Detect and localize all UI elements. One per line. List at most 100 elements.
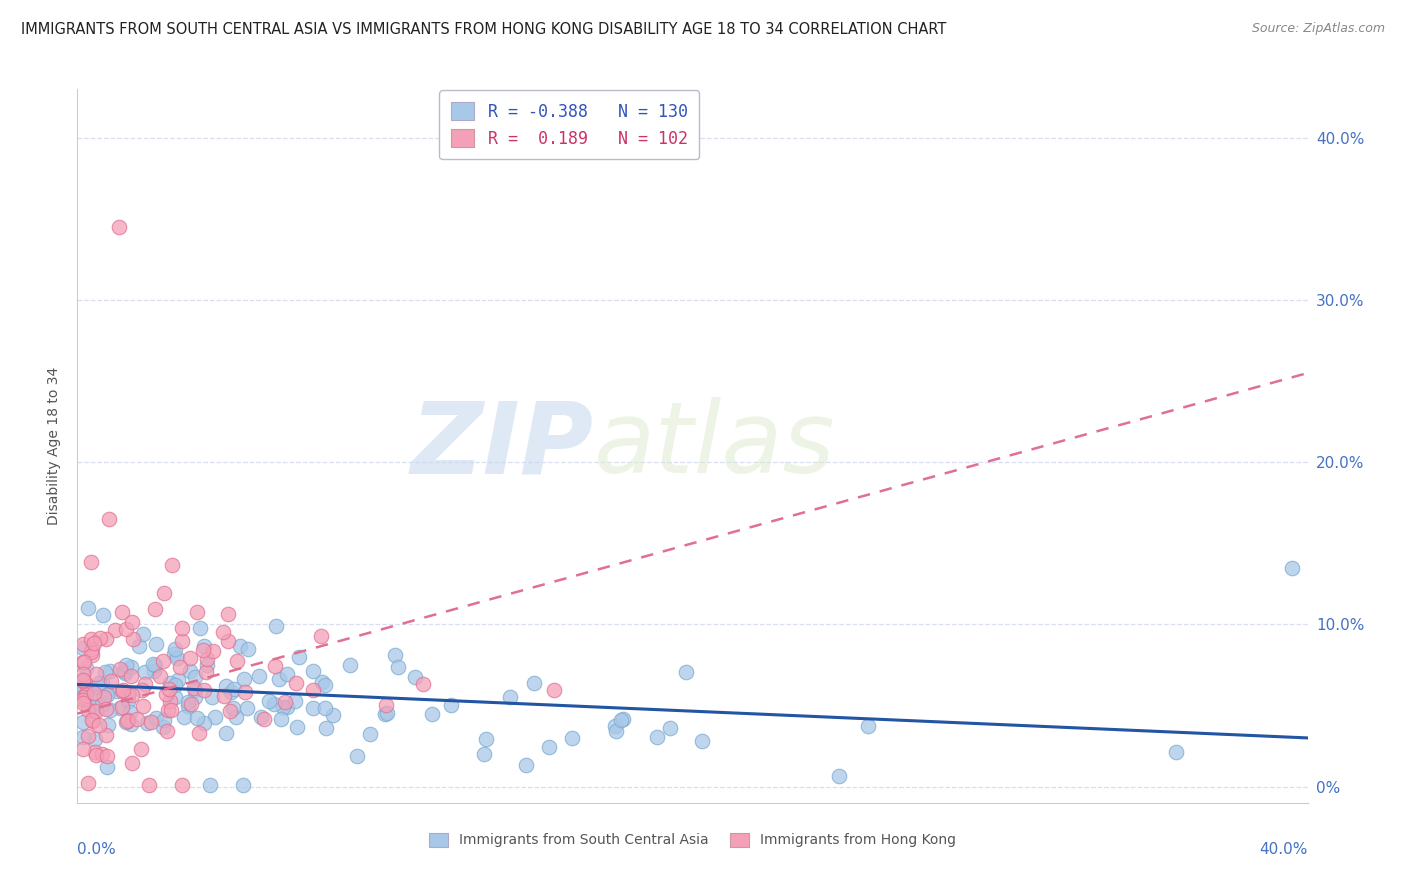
Point xyxy=(134,665,156,680)
Point xyxy=(195,657,218,672)
Point xyxy=(270,713,292,727)
Point xyxy=(263,698,285,712)
Point xyxy=(149,669,172,683)
Point xyxy=(180,697,202,711)
Point xyxy=(100,674,122,689)
Point xyxy=(84,732,107,747)
Point xyxy=(79,632,101,647)
Point xyxy=(138,778,160,792)
Point xyxy=(82,714,104,728)
Point xyxy=(96,689,118,703)
Point xyxy=(543,683,565,698)
Point xyxy=(79,689,101,703)
Point xyxy=(384,648,406,662)
Point xyxy=(420,706,443,721)
Point xyxy=(605,723,627,738)
Text: 0.0%: 0.0% xyxy=(77,842,117,857)
Point xyxy=(110,606,132,620)
Point xyxy=(314,701,336,715)
Y-axis label: Disability Age 18 to 34: Disability Age 18 to 34 xyxy=(48,367,62,525)
Point xyxy=(110,662,132,676)
Point xyxy=(675,665,697,680)
Point xyxy=(118,705,141,719)
Point xyxy=(1281,560,1303,574)
Point xyxy=(72,696,94,710)
Point xyxy=(165,678,187,692)
Point xyxy=(172,778,194,792)
Point xyxy=(217,633,239,648)
Point xyxy=(645,730,668,744)
Point xyxy=(72,674,94,689)
Point xyxy=(93,690,115,705)
Point xyxy=(155,687,177,701)
Point xyxy=(266,619,288,633)
Point xyxy=(156,703,179,717)
Point xyxy=(374,707,396,722)
Point xyxy=(159,693,181,707)
Point xyxy=(139,714,162,729)
Point xyxy=(159,676,181,690)
Point xyxy=(94,727,117,741)
Point xyxy=(193,715,215,730)
Point xyxy=(311,675,333,690)
Point xyxy=(156,723,179,738)
Point xyxy=(315,721,337,735)
Point xyxy=(72,673,94,688)
Point xyxy=(271,700,294,714)
Point xyxy=(183,682,205,697)
Point xyxy=(83,686,105,700)
Point xyxy=(145,637,167,651)
Point xyxy=(404,670,426,684)
Point xyxy=(184,670,207,684)
Point xyxy=(117,687,139,701)
Point xyxy=(80,645,103,659)
Point xyxy=(145,711,167,725)
Point xyxy=(83,636,105,650)
Point xyxy=(73,680,96,694)
Point xyxy=(80,555,103,569)
Point xyxy=(73,656,96,670)
Point xyxy=(72,640,94,655)
Point xyxy=(314,678,336,692)
Point xyxy=(87,676,110,690)
Point xyxy=(75,689,97,703)
Point xyxy=(276,667,298,681)
Point xyxy=(163,641,186,656)
Point xyxy=(114,666,136,681)
Point xyxy=(169,659,191,673)
Point xyxy=(250,709,273,723)
Point xyxy=(523,675,546,690)
Point xyxy=(160,558,183,572)
Point xyxy=(215,726,238,740)
Point xyxy=(186,711,208,725)
Point xyxy=(111,700,134,714)
Point xyxy=(263,658,285,673)
Point xyxy=(84,704,107,718)
Point xyxy=(191,643,214,657)
Point xyxy=(301,683,323,698)
Point xyxy=(346,748,368,763)
Point xyxy=(259,694,281,708)
Point xyxy=(339,657,361,672)
Point xyxy=(98,703,121,717)
Point xyxy=(233,685,256,699)
Point xyxy=(375,698,398,713)
Point xyxy=(229,639,252,653)
Point xyxy=(288,650,311,665)
Point xyxy=(98,512,121,526)
Point xyxy=(72,730,94,744)
Point xyxy=(89,631,111,645)
Point xyxy=(609,714,631,728)
Point xyxy=(163,690,186,704)
Point xyxy=(302,701,325,715)
Point xyxy=(302,664,325,678)
Point xyxy=(104,623,127,637)
Point xyxy=(105,684,128,698)
Point xyxy=(121,688,143,702)
Point xyxy=(537,740,560,755)
Point xyxy=(188,726,211,740)
Point xyxy=(173,710,195,724)
Point xyxy=(166,650,188,665)
Point xyxy=(172,634,194,648)
Point xyxy=(115,623,138,637)
